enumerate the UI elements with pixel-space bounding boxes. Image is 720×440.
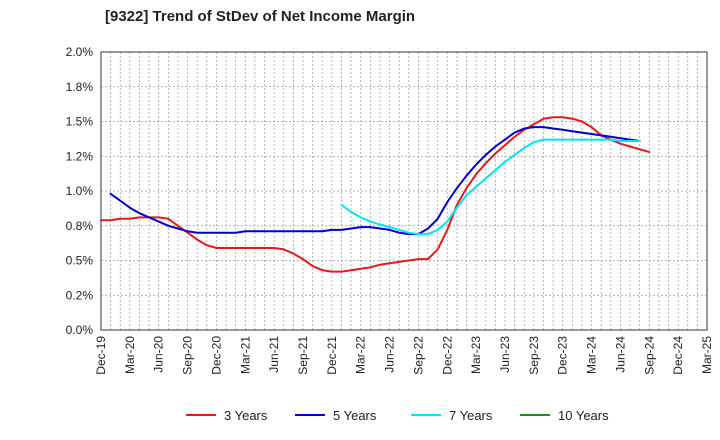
legend-label: 5 Years: [333, 408, 377, 423]
series-line: [109, 126, 641, 236]
x-tick-label: Mar-22: [354, 336, 368, 374]
x-tick-label: Dec-23: [556, 336, 570, 375]
x-tick-label: Mar-24: [585, 336, 599, 374]
series-line: [340, 138, 641, 236]
y-tick-label: 0.2%: [66, 288, 94, 302]
x-tick-label: Dec-19: [94, 336, 108, 375]
x-tick-label: Sep-20: [181, 336, 195, 375]
x-tick-label: Dec-22: [440, 336, 454, 375]
x-tick-label: Sep-21: [296, 336, 310, 375]
y-tick-label: 0.0%: [66, 323, 94, 337]
x-tick-label: Jun-20: [152, 336, 166, 373]
y-tick-label: 2.0%: [66, 45, 94, 59]
x-tick-label: Mar-21: [238, 336, 252, 374]
x-tick-label: Sep-24: [642, 336, 656, 375]
y-tick-label: 0.5%: [66, 254, 94, 268]
y-tick-label: 0.8%: [66, 219, 94, 233]
plot-area: [101, 52, 707, 330]
series-line: [100, 116, 651, 273]
x-tick-label: Jun-23: [498, 336, 512, 373]
x-tick-label: Mar-25: [700, 336, 714, 374]
x-tick-label: Sep-23: [527, 336, 541, 375]
x-tick-label: Jun-24: [613, 336, 627, 373]
x-tick-label: Sep-22: [411, 336, 425, 375]
legend-label: 3 Years: [224, 408, 268, 423]
y-tick-label: 1.5%: [66, 115, 94, 129]
chart-title: [9322] Trend of StDev of Net Income Marg…: [105, 8, 416, 25]
x-tick-label: Mar-23: [469, 336, 483, 374]
x-tick-label: Jun-21: [267, 336, 281, 373]
x-tick-label: Mar-20: [123, 336, 137, 374]
y-tick-label: 1.8%: [66, 80, 94, 94]
x-tick-label: Dec-21: [325, 336, 339, 375]
y-tick-label: 1.2%: [66, 149, 94, 163]
legend-label: 7 Years: [449, 408, 493, 423]
x-tick-label: Jun-22: [383, 336, 397, 373]
x-tick-label: Dec-20: [209, 336, 223, 375]
y-tick-label: 1.0%: [66, 184, 94, 198]
legend-label: 10 Years: [558, 408, 609, 423]
x-tick-label: Dec-24: [671, 336, 685, 375]
plot-border: [100, 51, 708, 331]
